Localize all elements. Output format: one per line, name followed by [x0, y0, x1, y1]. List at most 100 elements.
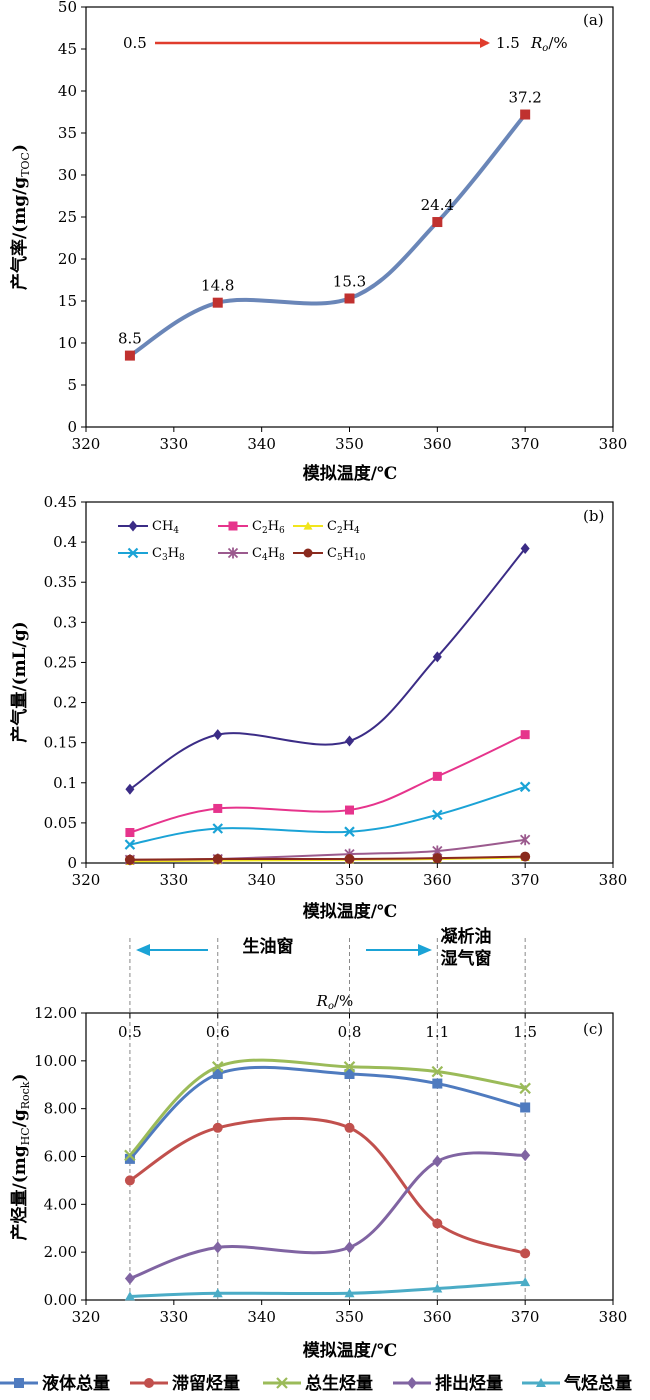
- x-tick-label-b: 340: [247, 871, 276, 889]
- data-point-滞留烃量: [344, 1122, 355, 1133]
- y-tick-label-a: 50: [58, 0, 77, 16]
- y-axis-label-c: 产烃量/(mgHC/gRock): [9, 1073, 32, 1240]
- x-tick-label-c: 360: [423, 1308, 452, 1326]
- data-point-CH4: [345, 735, 354, 747]
- x-axis-label-c: 模拟温度/℃: [303, 1340, 398, 1361]
- y-tick-label-b: 0.45: [44, 493, 77, 511]
- x-tick-label-a: 360: [423, 435, 452, 453]
- legend-marker: [407, 1377, 417, 1389]
- x-tick-label-c: 350: [335, 1308, 364, 1326]
- data-point-总生烃量: [124, 1149, 136, 1162]
- series-line-C3H8: [129, 785, 526, 846]
- legend-label: CH4: [152, 519, 179, 536]
- y-tick-label-c: 12.00: [34, 1004, 77, 1022]
- data-point-总生烃量: [343, 1061, 356, 1073]
- data-point-a: [432, 217, 443, 228]
- legend-marker: [128, 520, 138, 532]
- y-tick-label-b: 0.05: [44, 814, 77, 832]
- data-point-C2H6: [520, 730, 530, 740]
- y-tick-label-a: 10: [58, 334, 77, 352]
- data-point-a: [124, 350, 135, 361]
- data-point-滞留烃量: [124, 1175, 135, 1186]
- ro-end-label: 1.5: [496, 34, 520, 52]
- legend-marker: [127, 547, 139, 559]
- legend-marker: [303, 521, 313, 530]
- x-tick-label-b: 350: [335, 871, 364, 889]
- legend-label: 总生烃量: [305, 1373, 373, 1394]
- data-point-排出烃量: [344, 1241, 355, 1254]
- series-line-C2H6: [129, 733, 526, 834]
- ro-tick-label: 0.6: [206, 1023, 230, 1041]
- legend-label: C2H6: [252, 519, 285, 536]
- y-tick-label-a: 20: [58, 250, 77, 268]
- x-tick-label-a: 380: [599, 435, 628, 453]
- legend-marker: [536, 1378, 546, 1387]
- series-line-滞留烃量: [129, 1116, 526, 1255]
- y-tick-label-b: 0.2: [53, 694, 77, 712]
- data-point-总生烃量: [519, 1082, 531, 1095]
- data-point-液体总量: [344, 1068, 355, 1079]
- y-tick-label-c: 8.00: [44, 1100, 77, 1118]
- series-line-排出烃量: [129, 1151, 526, 1280]
- y-axis-label-a: 产气率/(mg/gTOC): [9, 144, 32, 290]
- legend-marker: [303, 548, 313, 558]
- data-point-C3H8: [124, 839, 136, 850]
- y-tick-label-b: 0.3: [53, 613, 77, 631]
- condensate-label-line2: 湿气窗: [441, 948, 492, 969]
- panel-label-c: (c): [583, 1020, 603, 1038]
- data-point-排出烃量: [212, 1241, 223, 1254]
- legend-label: 气烃总量: [563, 1373, 632, 1394]
- data-point-总生烃量: [431, 1065, 444, 1078]
- ro-start-label: 0.5: [123, 34, 147, 52]
- series-line-CH4: [129, 547, 526, 791]
- condensate-label-line1: 凝析油: [441, 926, 492, 947]
- y-axis-label-b: 产气量/(mL/g): [9, 621, 30, 742]
- y-tick-label-b: 0.1: [53, 774, 77, 792]
- ro-tick-label: 1.5: [513, 1023, 537, 1041]
- data-point-C3H8: [344, 826, 355, 837]
- x-tick-label-a: 340: [247, 435, 276, 453]
- chart-panel-c: 生油窗 凝析油 湿气窗 Ro/% (c) 0.5 0.6 0.8 1.1 1.5 0.0…: [0, 926, 632, 1394]
- y-tick-label-a: 5: [67, 376, 77, 394]
- legend-marker: [144, 1378, 154, 1388]
- y-tick-label-a: 35: [58, 124, 77, 142]
- data-point-C3H8: [432, 809, 443, 821]
- legend-c: 液体总量 滞留烃量 总生烃量 排出烃量 气烃总量: [0, 1373, 632, 1394]
- data-point-气烃总量: [520, 1277, 531, 1287]
- series-line-总生烃量: [128, 1058, 526, 1157]
- data-point-a: [344, 293, 355, 304]
- x-tick-label-a: 350: [335, 435, 364, 453]
- ro-tick-label: 0.8: [338, 1023, 362, 1041]
- data-point-C3H8: [519, 781, 531, 793]
- data-point-气烃总量: [432, 1283, 443, 1293]
- x-tick-label-b: 380: [599, 871, 628, 889]
- y-tick-label-b: 0.35: [44, 573, 77, 591]
- legend-marker: [14, 1378, 24, 1388]
- maturity-windows: 生油窗 凝析油 湿气窗 Ro/%: [136, 926, 492, 1012]
- series-line-气烃总量: [129, 1280, 526, 1298]
- ro-annotation-a: 0.5 1.5 Ro/%: [123, 34, 568, 54]
- chart-panel-b: (b) CH4 C2H6 C2H4 C3H8 C4H8 C5H10 0 0.05 0.1 0.1…: [9, 493, 627, 922]
- data-point-C3H8: [212, 823, 224, 834]
- legend-marker: [228, 521, 238, 531]
- data-point-CH4: [432, 651, 442, 663]
- legend-label: 液体总量: [42, 1373, 110, 1394]
- data-label-a: 15.3: [333, 272, 366, 290]
- series-line-a: [128, 113, 527, 358]
- x-tick-label-c: 320: [72, 1308, 101, 1326]
- legend-label: 排出烃量: [435, 1373, 503, 1394]
- data-point-C2H6: [125, 828, 135, 838]
- y-tick-label-a: 40: [58, 82, 77, 100]
- x-tick-label-a: 330: [160, 435, 189, 453]
- data-point-液体总量: [432, 1078, 443, 1089]
- legend-label: C5H10: [327, 546, 366, 563]
- y-tick-label-c: 2.00: [44, 1243, 77, 1261]
- series-line-液体总量: [128, 1065, 526, 1160]
- x-tick-label-b: 370: [511, 871, 540, 889]
- plot-frame-a: [85, 6, 614, 428]
- data-label-a: 8.5: [118, 330, 142, 348]
- legend-marker: [276, 1377, 288, 1389]
- y-tick-label-a: 15: [58, 292, 77, 310]
- y-tick-label-b: 0.4: [53, 533, 77, 551]
